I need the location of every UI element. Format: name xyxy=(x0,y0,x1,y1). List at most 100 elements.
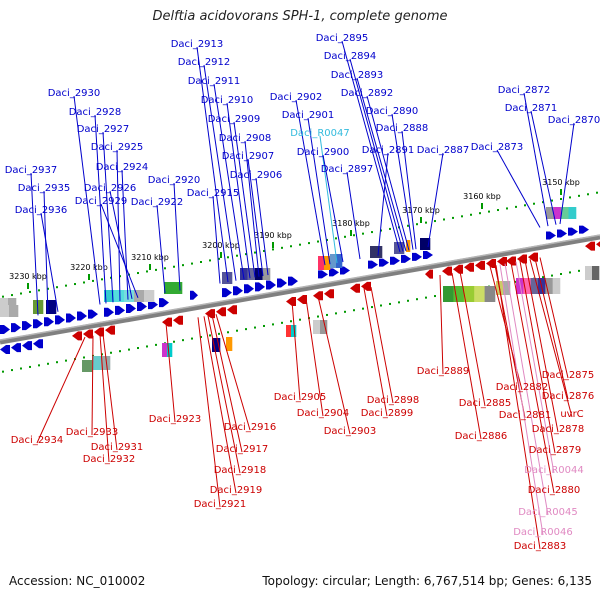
gene-arrow-reverse xyxy=(227,305,237,315)
gene-arrow-forward xyxy=(126,303,136,313)
ruler-tick-label: 3220 kbp xyxy=(70,263,108,272)
gene-label-daci-2906: Daci_2906 xyxy=(230,170,283,181)
ruler-dot xyxy=(434,220,436,223)
gene-label-daci-2901: Daci_2901 xyxy=(282,110,335,121)
ruler-dot xyxy=(200,261,202,263)
gene-label-daci-2889: Daci_2889 xyxy=(417,366,470,377)
ruler-dot xyxy=(380,304,382,307)
ruler-dot xyxy=(47,362,49,365)
ruler-dot xyxy=(146,270,148,273)
ruler-dot xyxy=(560,198,562,200)
ruler-dot xyxy=(407,299,409,302)
feature-block xyxy=(420,238,431,250)
map-title: Delftia acidovorans SPH-1, complete geno… xyxy=(152,9,448,24)
gene-arrow-forward xyxy=(557,229,567,238)
ruler-dot xyxy=(326,238,328,241)
ruler-dot xyxy=(155,268,157,271)
gene-arrow-forward xyxy=(368,260,378,269)
ruler-dot xyxy=(137,272,139,275)
gene-label-daci-2894: Daci_2894 xyxy=(324,51,377,62)
ruler-tick xyxy=(220,252,222,258)
feature-block xyxy=(247,268,256,280)
gene-label-daci-2920: Daci_2920 xyxy=(148,175,201,186)
feature-block xyxy=(144,290,155,302)
label-leader xyxy=(524,260,559,433)
ruler-dot xyxy=(344,235,346,238)
ruler-dot xyxy=(317,240,319,243)
label-leader xyxy=(305,298,324,417)
ruler-dot xyxy=(353,309,355,312)
label-leader xyxy=(515,261,555,474)
gene-label-daci-2926: Daci_2926 xyxy=(84,183,137,194)
gene-arrow-forward xyxy=(401,254,411,263)
gene-arrow-reverse xyxy=(162,317,172,327)
gene-arrow-reverse xyxy=(425,269,433,279)
feature-block xyxy=(553,207,562,219)
ruler-dot xyxy=(272,323,274,326)
feature-block xyxy=(164,282,183,294)
ruler-tick xyxy=(88,274,90,280)
gene-label-daci-2918: Daci_2918 xyxy=(214,465,267,476)
feature-block xyxy=(82,360,93,372)
label-leader xyxy=(319,135,338,264)
ruler-dot xyxy=(47,287,49,290)
gene-arrow-reverse xyxy=(361,281,371,291)
label-leader xyxy=(504,263,549,516)
gene-label-daci-2882: Daci_2882 xyxy=(496,382,549,393)
ruler-dot xyxy=(209,259,211,262)
feature-block xyxy=(313,320,321,334)
ruler-dot xyxy=(227,256,229,259)
ruler-dot xyxy=(443,218,445,221)
gene-arrow-reverse xyxy=(585,241,595,251)
feature-block xyxy=(8,298,17,310)
gene-arrow-reverse xyxy=(173,315,183,325)
gene-arrow-reverse xyxy=(72,331,82,341)
feature-block xyxy=(330,254,337,268)
feature-block xyxy=(286,325,292,337)
label-leader xyxy=(370,286,394,404)
ruler-dot xyxy=(587,193,589,196)
gene-label-daci-2880: Daci_2880 xyxy=(528,485,581,496)
feature-block xyxy=(453,286,465,302)
gene-arrow-forward xyxy=(148,300,158,310)
gene-arrow-forward xyxy=(22,321,32,331)
gene-arrow-forward xyxy=(340,266,350,275)
gene-arrow-forward xyxy=(11,323,21,333)
ruler-dot xyxy=(461,215,463,218)
label-leader xyxy=(451,272,482,440)
gene-arrow-forward xyxy=(0,325,10,334)
gene-arrow-forward xyxy=(568,227,578,236)
feature-block xyxy=(212,338,221,352)
gene-label-daci-2897: Daci_2897 xyxy=(321,164,374,175)
feature-block xyxy=(0,305,10,317)
gene-label-daci-r0046: Daci_R0046 xyxy=(513,527,573,538)
gene-label-daci-2934: Daci_2934 xyxy=(11,435,64,446)
label-leader xyxy=(317,296,351,435)
label-leader xyxy=(109,190,133,299)
gene-label-daci-2911: Daci_2911 xyxy=(188,76,241,87)
ruler-dot xyxy=(416,223,418,226)
label-leader xyxy=(213,83,245,280)
gene-arrow-reverse xyxy=(453,264,463,274)
gene-arrow-forward xyxy=(222,288,232,298)
gene-arrow-forward xyxy=(244,284,254,294)
label-leader xyxy=(341,40,401,253)
gene-arrow-forward xyxy=(379,258,389,267)
ruler-dot xyxy=(110,351,112,354)
ruler-dot xyxy=(146,345,148,348)
label-leader xyxy=(244,140,260,277)
feature-block xyxy=(162,343,168,357)
gene-arrow-forward xyxy=(88,309,98,319)
ruler-tick-label: 3210 kbp xyxy=(131,253,169,262)
label-leader xyxy=(40,212,59,312)
label-leader xyxy=(255,177,269,276)
gene-label-daci-2908: Daci_2908 xyxy=(219,133,272,144)
ruler-dot xyxy=(506,207,508,210)
feature-block xyxy=(523,278,531,294)
ruler-dot xyxy=(362,232,364,235)
label-leader xyxy=(401,130,417,250)
ruler-dot xyxy=(38,289,40,292)
gene-label-daci-2873: Daci_2873 xyxy=(471,142,524,153)
feature-block xyxy=(552,278,561,294)
gene-label-daci-2933: Daci_2933 xyxy=(66,427,119,438)
